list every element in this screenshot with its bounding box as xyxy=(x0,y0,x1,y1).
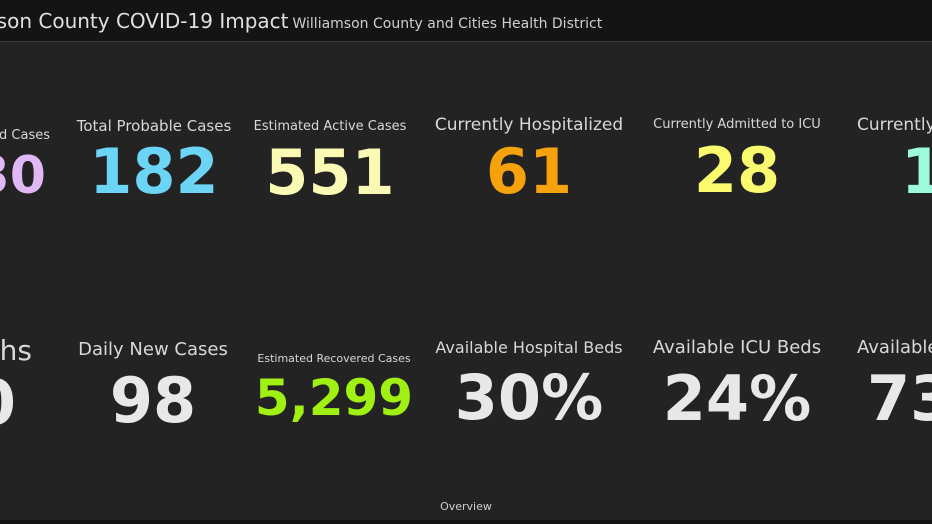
tile-deaths-label: hs xyxy=(0,334,32,367)
tile-deaths-value: 0 xyxy=(0,372,16,434)
tile-label: Total Probable Cases xyxy=(76,117,232,135)
tile-label: Available Hospital Beds xyxy=(435,338,623,357)
tile-label: Currently o xyxy=(857,115,932,135)
tile-value: 28 xyxy=(693,134,781,207)
tile-value: 1 xyxy=(901,135,932,203)
tile-label: Currently Admitted to ICU xyxy=(653,117,821,132)
tile-value: 0 xyxy=(0,372,16,434)
title-text: nson County COVID-19 Impact xyxy=(0,9,289,33)
tile-estimated-recovered-cases: Estimated Recovered Cases 5,299 xyxy=(254,352,414,423)
dashboard-title: nson County COVID-19 Impact Williamson Co… xyxy=(0,9,602,33)
tile-value: 30 xyxy=(0,146,46,206)
tile-currently-on-ventilator: Currently o 1 xyxy=(857,115,932,203)
tile-confirmed-cases: d Cases xyxy=(0,128,50,143)
tile-value: 73 xyxy=(867,362,932,430)
tile-available-hospital-beds: Available Hospital Beds 30% xyxy=(434,338,624,429)
tile-label: Available ICU Beds xyxy=(652,337,822,358)
tile-available-icu-beds: Available ICU Beds 24% xyxy=(642,337,832,430)
tile-value: 61 xyxy=(485,135,573,208)
tile-label: Daily New Cases xyxy=(78,339,228,360)
tile-value: 24% xyxy=(662,362,812,435)
dashboard-subtitle: Williamson County and Cities Health Dist… xyxy=(292,16,603,32)
dashboard-header: nson County COVID-19 Impact Williamson Co… xyxy=(0,0,932,42)
tile-label: Currently Hospitalized xyxy=(434,115,624,135)
tile-label: Estimated Recovered Cases xyxy=(257,352,411,365)
tile-value: 30% xyxy=(454,361,604,434)
tile-label: d Cases xyxy=(0,128,50,143)
tile-value: 5,299 xyxy=(254,369,414,427)
tile-estimated-active-cases: Estimated Active Cases 551 xyxy=(250,119,410,204)
tile-currently-hospitalized: Currently Hospitalized 61 xyxy=(434,115,624,203)
tile-label: hs xyxy=(0,334,32,367)
tile-daily-new-cases: Daily New Cases 98 xyxy=(73,339,233,432)
tile-label: Available xyxy=(857,337,932,358)
bottom-bar xyxy=(0,520,932,524)
indicator-panel xyxy=(0,52,932,524)
tile-confirmed-value: 30 xyxy=(0,150,46,202)
tile-value: 98 xyxy=(109,364,197,437)
tile-value: 182 xyxy=(89,135,219,208)
tile-total-probable-cases: Total Probable Cases 182 xyxy=(74,117,234,203)
tile-label: Estimated Active Cases xyxy=(253,119,407,134)
tile-value: 551 xyxy=(265,136,395,209)
tile-currently-admitted-icu: Currently Admitted to ICU 28 xyxy=(642,117,832,202)
tile-available-other: Available 73 xyxy=(857,337,932,430)
tab-overview[interactable]: Overview xyxy=(440,500,492,513)
